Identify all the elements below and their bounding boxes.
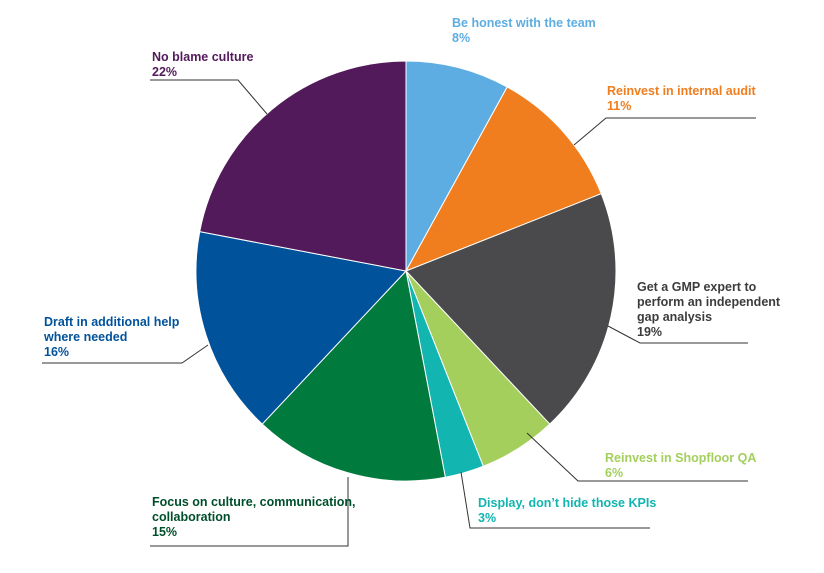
- pie-slice: [405, 193, 617, 425]
- slice-value-label: 3%: [478, 511, 497, 525]
- slice-label-text: gap analysis: [637, 310, 713, 324]
- slice-value-label: 11%: [607, 99, 632, 113]
- slice-label: No blame culture 22%: [152, 50, 253, 80]
- pie-slice: [404, 86, 602, 272]
- pie-slice: [405, 60, 508, 272]
- slice-label-text: where needed: [44, 330, 128, 344]
- leader-line: [150, 477, 349, 547]
- leader-line: [150, 79, 268, 115]
- slice-label: Display, don’t hide those KPIs 3%: [478, 496, 656, 526]
- slice-value-label: 22%: [152, 65, 178, 79]
- slice-label: Reinvest in internal audit 11%: [607, 84, 756, 114]
- pie-slice: [261, 269, 446, 482]
- leader-line: [460, 471, 650, 529]
- slice-label-text: Draft in additional help: [44, 315, 180, 329]
- slice-label-text: perform an independent: [637, 295, 781, 309]
- pie-slices: [195, 60, 617, 482]
- slice-label-text: Display, don’t hide those KPIs: [478, 496, 657, 510]
- slice-label-text: Reinvest in Shopfloor QA: [605, 451, 757, 465]
- slice-value-label: 8%: [452, 31, 471, 45]
- pie-slice: [195, 231, 407, 425]
- slice-label: Focus on culture, communication, collabor…: [152, 495, 356, 540]
- leader-line: [573, 117, 756, 146]
- slice-label-text: No blame culture: [152, 50, 254, 64]
- slice-label-text: Reinvest in internal audit: [607, 84, 756, 98]
- slice-label: Reinvest in Shopfloor QA 6%: [605, 451, 756, 481]
- slice-label-text: Get a GMP expert to: [637, 280, 757, 294]
- slice-value-label: 19%: [637, 325, 663, 339]
- slice-label-text: collaboration: [152, 510, 231, 524]
- leader-lines: [42, 79, 756, 547]
- pie-slice: [199, 60, 407, 272]
- slice-label: Draft in additional help where needed 16%: [44, 315, 179, 360]
- leader-line: [607, 325, 748, 344]
- slice-value-label: 6%: [605, 466, 624, 480]
- slice-value-label: 16%: [44, 345, 70, 359]
- slice-label-text: Focus on culture, communication,: [152, 495, 356, 509]
- slice-value-label: 15%: [152, 525, 178, 539]
- slice-label: Be honest with the team 8%: [452, 16, 596, 46]
- slice-label: Get a GMP expert to perform an independen…: [637, 280, 780, 340]
- slice-label-text: Be honest with the team: [452, 16, 596, 30]
- leader-line: [526, 432, 748, 482]
- leader-line: [42, 344, 209, 364]
